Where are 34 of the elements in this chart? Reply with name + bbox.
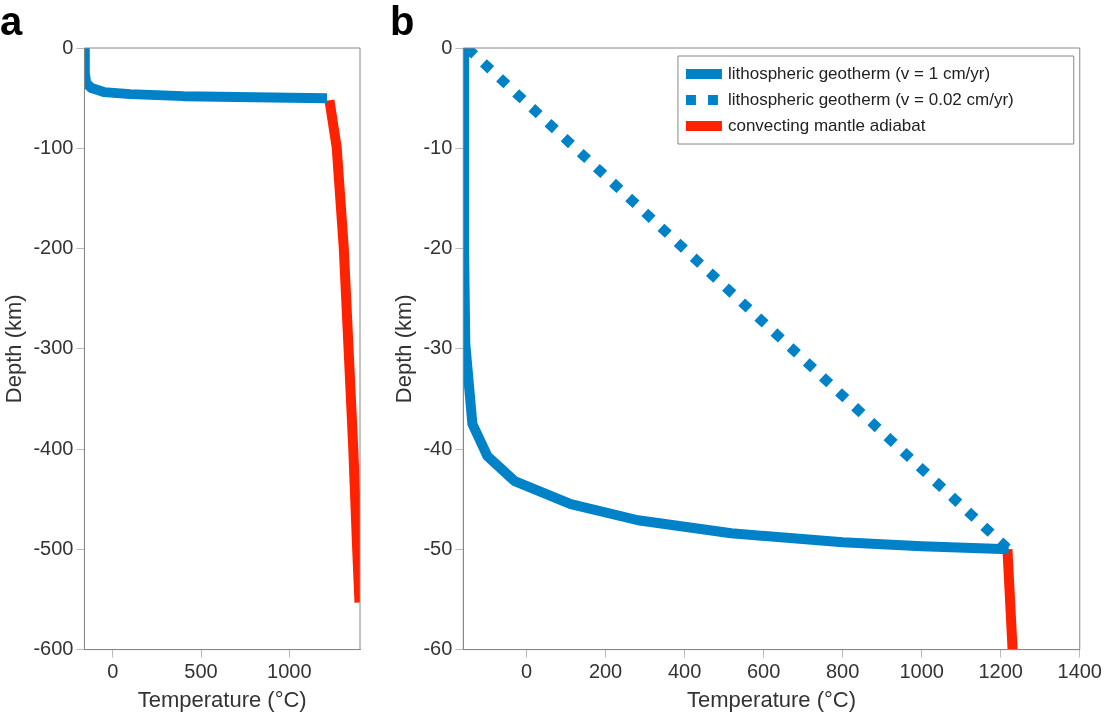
chart-title: a <box>0 0 23 44</box>
y-tick-label: -30 <box>423 336 453 359</box>
x-tick-label: 200 <box>588 660 623 683</box>
x-axis-title: Temperature (°C) <box>137 686 307 712</box>
y-tick-label: -500 <box>33 536 74 559</box>
legend-label: lithospheric geotherm (v = 1 cm/yr) <box>727 63 991 83</box>
y-tick-label: -300 <box>33 336 74 359</box>
y-tick-label: 0 <box>441 35 453 58</box>
y-tick-label: -200 <box>33 236 74 259</box>
x-tick-label: 600 <box>746 660 781 683</box>
y-tick-label: -40 <box>423 436 453 459</box>
x-tick-label: 1000 <box>267 660 312 683</box>
legend-label: convecting mantle adiabat <box>727 115 926 135</box>
y-axis-title: Depth (km) <box>1 294 27 404</box>
x-tick-label: 400 <box>667 660 702 683</box>
x-tick-label: 800 <box>825 660 860 683</box>
y-tick-label: -400 <box>33 436 74 459</box>
y-tick-label: 0 <box>62 35 74 58</box>
y-tick-label: -100 <box>33 135 74 158</box>
y-tick-label: -600 <box>33 637 74 660</box>
y-axis-title: Depth (km) <box>391 294 417 404</box>
y-tick-label: -60 <box>423 637 453 660</box>
x-axis-title: Temperature (°C) <box>687 686 857 712</box>
chart-title: b <box>390 0 415 44</box>
y-tick-label: -20 <box>423 236 453 259</box>
y-tick-label: -50 <box>423 536 453 559</box>
x-tick-label: 1000 <box>899 660 944 683</box>
x-tick-label: 500 <box>184 660 218 683</box>
x-tick-label: 0 <box>107 660 119 683</box>
x-tick-label: 0 <box>520 660 533 683</box>
y-tick-label: -10 <box>423 135 453 158</box>
legend-label: lithospheric geotherm (v = 0.02 cm/yr) <box>727 89 1014 109</box>
x-tick-label: 1400 <box>1057 660 1102 683</box>
x-tick-label: 1200 <box>978 660 1023 683</box>
